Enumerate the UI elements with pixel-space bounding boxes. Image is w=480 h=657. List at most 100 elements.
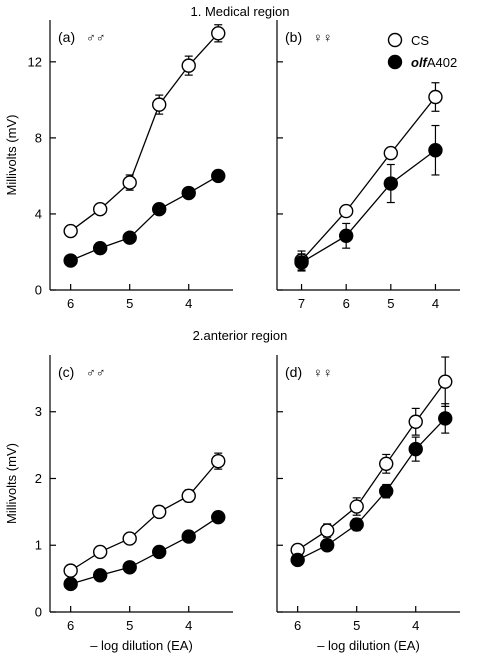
data-point [383,145,399,161]
series-line [70,516,219,585]
x-axis-label: – log dilution (EA) [90,638,193,653]
y-tick-label: 0 [35,283,42,298]
panel-a: 0 4 8 12 6 5 4 (a) ♂♂ Millivolts (mV) [4,20,233,311]
data-point [122,175,137,190]
section-title-anterior: 2.anterior region [193,328,288,343]
x-tick-label: 6 [294,618,301,633]
x-tick-label: 5 [353,618,360,633]
data-point [63,253,78,268]
y-tick-label: 1 [35,538,42,553]
data-point [428,143,443,158]
x-axis-label: – log dilution (EA) [317,638,420,653]
x-tick-label: 7 [298,296,305,311]
data-point [92,544,108,560]
legend-marker-olfa402 [387,54,403,70]
data-point [122,531,137,546]
data-point [211,510,226,525]
data-point [181,488,196,504]
data-point [319,523,335,538]
series-olfa402 [294,124,443,272]
data-point [408,441,423,457]
sex-symbol: ♂♂ [86,30,106,45]
y-tick-label: 2 [35,471,42,486]
y-tick-label: 12 [28,54,42,69]
data-point [122,560,137,575]
series-cs [63,24,226,239]
data-point [383,176,399,191]
data-point [63,576,78,592]
data-point [122,230,137,245]
series-line [70,175,219,262]
x-tick-label: 6 [67,618,74,633]
panel-c: 0 1 2 3 6 5 4 (c) ♂♂ Millivolts (mV) – log dilutio… [4,355,233,653]
data-point [211,453,226,469]
x-tick-label: 4 [432,296,439,311]
series-olfa402 [290,403,453,568]
legend-marker-cs [387,32,403,48]
series-line [301,96,436,261]
sex-symbol: ♀♀ [313,365,333,380]
data-point [63,563,78,578]
series-cs [63,452,226,578]
x-tick-label: 5 [387,296,394,311]
data-point [290,552,305,568]
x-tick-label: 5 [126,296,133,311]
y-axis-label: Millivolts (mV) [4,443,19,524]
data-point [92,568,108,583]
panel-label: (d) [285,364,302,380]
legend-label-a402: A402 [427,55,457,70]
series-olfa402 [63,510,226,592]
data-point [438,411,453,426]
x-tick-label: 5 [126,618,133,633]
data-point [92,240,108,256]
panel-b: 7 6 5 4 (b) ♀♀ [276,20,460,311]
y-axis-label: Millivolts (mV) [4,115,19,196]
data-point [211,26,226,41]
x-tick-label: 4 [185,296,192,311]
panel-d: 6 5 4 (d) ♀♀ – log dilution (EA) [276,355,460,653]
y-tick-label: 3 [35,404,42,419]
data-point [181,185,196,201]
sex-symbol: ♀♀ [313,30,333,45]
data-point [152,201,167,217]
data-point [181,529,196,544]
data-point [349,517,364,532]
legend-label-olf: olf [411,55,429,70]
series-line [301,149,436,263]
data-point [338,203,354,219]
data-point [63,223,78,239]
series-line [297,417,446,561]
data-point [379,483,394,499]
x-tick-label: 4 [412,618,419,633]
data-point [379,456,394,472]
data-point [408,414,423,429]
legend-label-olfa402: olfA402 [411,55,457,70]
data-point [428,89,443,105]
data-point [152,544,167,560]
series-line [70,32,219,232]
section-title-medical: 1. Medical region [191,4,290,19]
series-cs [290,356,453,558]
data-point [152,504,167,520]
data-point [438,374,453,389]
y-tick-label: 4 [35,206,42,221]
data-point [338,228,354,244]
x-tick-label: 6 [343,296,350,311]
x-tick-label: 6 [67,296,74,311]
series-olfa402 [63,168,226,268]
data-point [349,499,364,514]
data-point [319,538,335,553]
series-line [297,381,446,551]
legend-label-cs: CS [411,33,429,48]
y-tick-label: 8 [35,130,42,145]
data-point [152,97,167,112]
panel-label: (c) [58,364,74,380]
data-point [92,201,108,217]
data-point [211,168,226,184]
sex-symbol: ♂♂ [86,365,106,380]
panel-label: (b) [285,29,302,45]
panel-label: (a) [58,29,75,45]
data-point [294,255,309,270]
